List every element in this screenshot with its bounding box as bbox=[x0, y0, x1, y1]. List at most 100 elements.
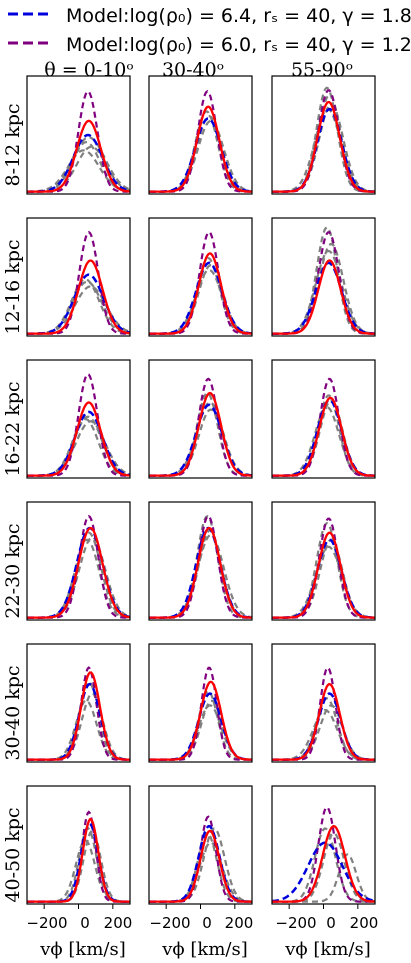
panel-r1-c1 bbox=[26, 75, 131, 195]
row-label-6: 40-50 kpc bbox=[2, 807, 24, 902]
gray-sample-curve bbox=[27, 536, 130, 619]
panel-r3-c1 bbox=[26, 359, 131, 479]
model-2-curve bbox=[149, 815, 252, 903]
model-2-curve bbox=[272, 517, 375, 619]
panel-frame bbox=[271, 217, 376, 337]
x-tick-label: 200 bbox=[104, 914, 133, 932]
red-curve bbox=[27, 818, 130, 903]
x-ticks-col-3: −200 0 200 bbox=[275, 914, 378, 932]
x-tick-label: 200 bbox=[225, 914, 254, 932]
column-title-3: 55-90ᵒ bbox=[291, 59, 353, 81]
panel-frame bbox=[26, 501, 131, 621]
panel-frame bbox=[271, 501, 376, 621]
model-2-curve bbox=[272, 805, 375, 903]
panel-frame bbox=[26, 217, 131, 337]
gray-sample-curve bbox=[272, 394, 375, 477]
panel-r5-c2 bbox=[148, 643, 253, 763]
red-curve bbox=[272, 100, 375, 193]
model-2-curve bbox=[27, 372, 130, 477]
panel-r6-c2 bbox=[148, 785, 253, 909]
x-ticks-col-1: −200 0 200 bbox=[26, 914, 132, 932]
column-title-2: 30-40ᵒ bbox=[162, 59, 224, 81]
red-curve bbox=[27, 526, 130, 619]
red-curve bbox=[149, 526, 252, 619]
model-2-curve bbox=[149, 89, 252, 193]
gray-sample-curve bbox=[27, 145, 130, 193]
panel-r6-c1 bbox=[26, 785, 131, 909]
row-label-5: 30-40 kpc bbox=[2, 665, 24, 760]
model-2-curve bbox=[272, 666, 375, 761]
panel-frame bbox=[271, 75, 376, 195]
legend: Model:log(ρ₀) = 6.4, rₛ = 40, γ = 1.8 Mo… bbox=[8, 5, 411, 56]
gray-sample-curve bbox=[272, 250, 375, 335]
gray-sample-curve bbox=[27, 839, 130, 903]
model-2-curve bbox=[149, 231, 252, 335]
gray-sample-curve bbox=[27, 278, 130, 335]
panel-frame bbox=[26, 75, 131, 195]
panel-r5-c1 bbox=[26, 643, 131, 763]
model-2-curve bbox=[272, 89, 375, 193]
x-tick-label: −200 bbox=[275, 914, 316, 932]
panel-frame bbox=[26, 785, 131, 905]
gray-sample-curve bbox=[272, 86, 375, 193]
red-curve bbox=[149, 105, 252, 193]
x-axis-label-2: vϕ [km/s] bbox=[161, 939, 247, 960]
gray-sample-curve bbox=[149, 514, 252, 619]
model-1-curve bbox=[27, 822, 130, 903]
legend-label-model-1: Model:log(ρ₀) = 6.4, rₛ = 40, γ = 1.8 bbox=[66, 5, 411, 27]
red-curve bbox=[272, 682, 375, 761]
model-2-curve bbox=[27, 230, 130, 335]
panel-frame bbox=[26, 643, 131, 763]
model-2-curve bbox=[272, 377, 375, 477]
red-curve bbox=[149, 829, 252, 903]
red-curve bbox=[272, 531, 375, 619]
gray-sample-curve bbox=[27, 692, 130, 761]
red-curve bbox=[149, 680, 252, 761]
gray-sample-curve bbox=[272, 709, 375, 761]
x-tick-label: 200 bbox=[350, 914, 379, 932]
red-curve bbox=[272, 396, 375, 477]
panel-frame bbox=[271, 359, 376, 479]
panel-r4-c3 bbox=[271, 501, 376, 621]
red-curve bbox=[27, 401, 130, 477]
gray-sample-curve bbox=[27, 699, 130, 761]
x-tick-label: 0 bbox=[80, 914, 90, 932]
panel-frame bbox=[148, 359, 253, 479]
panel-r2-c3 bbox=[271, 217, 376, 337]
red-curve bbox=[27, 671, 130, 761]
panel-r2-c1 bbox=[26, 217, 131, 337]
panel-r2-c2 bbox=[148, 217, 253, 337]
gray-sample-curve bbox=[27, 420, 130, 477]
panel-frame bbox=[271, 643, 376, 763]
gray-sample-curve bbox=[149, 827, 252, 903]
gray-sample-curve bbox=[27, 149, 130, 193]
model-2-curve bbox=[149, 666, 252, 761]
model-1-curve bbox=[272, 692, 375, 761]
panel-r4-c2 bbox=[148, 501, 253, 621]
model-2-curve bbox=[149, 514, 252, 619]
gray-sample-curve bbox=[149, 256, 252, 335]
model-1-curve bbox=[272, 107, 375, 193]
panel-frame bbox=[148, 643, 253, 763]
gray-sample-curve bbox=[272, 853, 375, 903]
row-label-1: 8-12 kpc bbox=[2, 103, 24, 186]
gray-sample-curve bbox=[272, 827, 375, 903]
x-tick-label: −200 bbox=[149, 914, 190, 932]
model-2-curve bbox=[27, 666, 130, 761]
panel-r4-c1 bbox=[26, 501, 131, 621]
red-curve bbox=[27, 259, 130, 335]
panel-frame bbox=[148, 501, 253, 621]
x-ticks-col-2: −200 0 200 bbox=[149, 914, 253, 932]
gray-sample-curve bbox=[272, 398, 375, 477]
model-1-curve bbox=[272, 841, 375, 903]
column-title-1: θ = 0-10ᵒ bbox=[44, 59, 133, 81]
gray-sample-curve bbox=[27, 136, 130, 193]
row-label-2: 12-16 kpc bbox=[2, 239, 24, 334]
x-tick-label: 0 bbox=[202, 914, 212, 932]
model-2-curve bbox=[272, 231, 375, 335]
panel-r3-c2 bbox=[148, 359, 253, 479]
red-curve bbox=[272, 259, 375, 335]
panel-frame bbox=[26, 359, 131, 479]
gray-sample-curve bbox=[272, 697, 375, 761]
